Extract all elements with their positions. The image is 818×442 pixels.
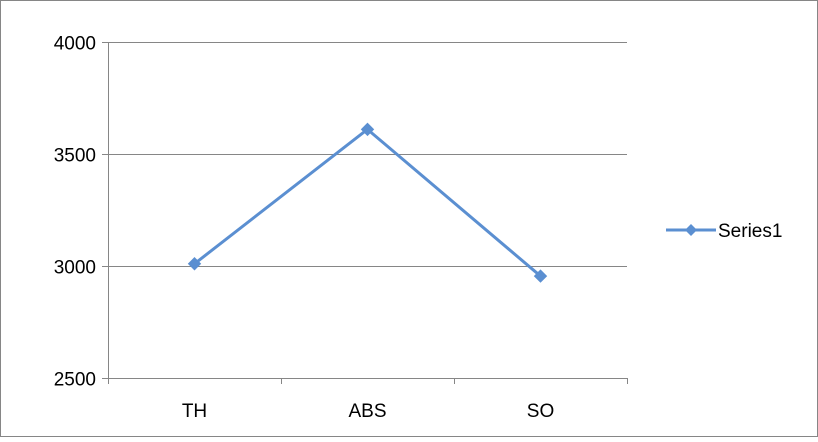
x-tick-label: SO [527,401,554,422]
legend-label: Series1 [718,221,782,242]
y-tick-label: 3500 [54,146,96,167]
data-point-marker [187,257,202,271]
x-tick-label: ABS [348,401,386,422]
x-tick-labels: TH ABS SO [182,401,554,422]
y-tick-labels: 2500 3000 3500 4000 [54,34,96,391]
axes [102,42,628,384]
data-point-marker [533,269,548,283]
x-tick-label: TH [182,401,207,422]
legend-marker [685,224,697,236]
data-point-marker [360,122,375,137]
y-tick-label: 2500 [54,370,96,391]
series-layer [187,122,548,283]
y-tick-label: 4000 [54,34,96,55]
y-tick-label: 3000 [54,258,96,279]
legend: Series1 [666,221,782,242]
